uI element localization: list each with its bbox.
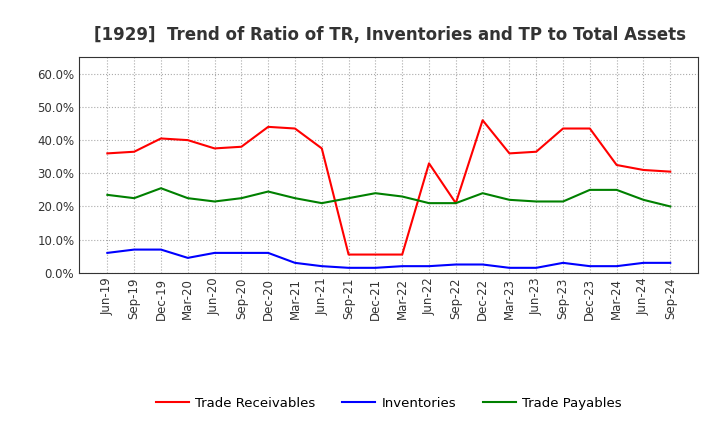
- Inventories: [532, 265, 541, 271]
- Trade Payables: [237, 195, 246, 201]
- Trade Receivables: [585, 126, 594, 131]
- Trade Receivables: [237, 144, 246, 150]
- Trade Payables: [398, 194, 407, 199]
- Trade Receivables: [505, 151, 514, 156]
- Trade Payables: [291, 195, 300, 201]
- Inventories: [344, 265, 353, 271]
- Line: Trade Payables: Trade Payables: [107, 188, 670, 206]
- Trade Payables: [344, 195, 353, 201]
- Trade Receivables: [157, 136, 166, 141]
- Trade Receivables: [559, 126, 567, 131]
- Inventories: [505, 265, 514, 271]
- Trade Payables: [505, 197, 514, 202]
- Trade Payables: [184, 195, 192, 201]
- Trade Payables: [210, 199, 219, 204]
- Legend: Trade Receivables, Inventories, Trade Payables: Trade Receivables, Inventories, Trade Pa…: [150, 392, 627, 415]
- Inventories: [210, 250, 219, 256]
- Trade Receivables: [398, 252, 407, 257]
- Trade Payables: [371, 191, 379, 196]
- Inventories: [157, 247, 166, 252]
- Text: [1929]  Trend of Ratio of TR, Inventories and TP to Total Assets: [1929] Trend of Ratio of TR, Inventories…: [94, 26, 685, 44]
- Trade Payables: [666, 204, 675, 209]
- Trade Receivables: [130, 149, 138, 154]
- Inventories: [103, 250, 112, 256]
- Trade Payables: [157, 186, 166, 191]
- Inventories: [451, 262, 460, 267]
- Inventories: [425, 264, 433, 269]
- Inventories: [478, 262, 487, 267]
- Trade Receivables: [103, 151, 112, 156]
- Inventories: [398, 264, 407, 269]
- Trade Receivables: [184, 137, 192, 143]
- Inventories: [291, 260, 300, 265]
- Trade Receivables: [478, 117, 487, 123]
- Inventories: [639, 260, 648, 265]
- Line: Trade Receivables: Trade Receivables: [107, 120, 670, 255]
- Inventories: [237, 250, 246, 256]
- Inventories: [666, 260, 675, 265]
- Trade Payables: [559, 199, 567, 204]
- Trade Payables: [264, 189, 272, 194]
- Trade Receivables: [371, 252, 379, 257]
- Trade Receivables: [451, 201, 460, 206]
- Inventories: [318, 264, 326, 269]
- Trade Payables: [451, 201, 460, 206]
- Trade Receivables: [639, 167, 648, 172]
- Trade Payables: [532, 199, 541, 204]
- Inventories: [612, 264, 621, 269]
- Inventories: [559, 260, 567, 265]
- Trade Receivables: [344, 252, 353, 257]
- Trade Receivables: [532, 149, 541, 154]
- Inventories: [585, 264, 594, 269]
- Trade Payables: [130, 195, 138, 201]
- Trade Payables: [478, 191, 487, 196]
- Trade Payables: [103, 192, 112, 198]
- Trade Receivables: [210, 146, 219, 151]
- Inventories: [184, 255, 192, 260]
- Trade Receivables: [666, 169, 675, 174]
- Trade Payables: [585, 187, 594, 193]
- Inventories: [371, 265, 379, 271]
- Trade Receivables: [612, 162, 621, 168]
- Line: Inventories: Inventories: [107, 249, 670, 268]
- Trade Receivables: [291, 126, 300, 131]
- Inventories: [130, 247, 138, 252]
- Inventories: [264, 250, 272, 256]
- Trade Payables: [318, 201, 326, 206]
- Trade Payables: [425, 201, 433, 206]
- Trade Payables: [639, 197, 648, 202]
- Trade Payables: [612, 187, 621, 193]
- Trade Receivables: [264, 124, 272, 129]
- Trade Receivables: [318, 146, 326, 151]
- Trade Receivables: [425, 161, 433, 166]
